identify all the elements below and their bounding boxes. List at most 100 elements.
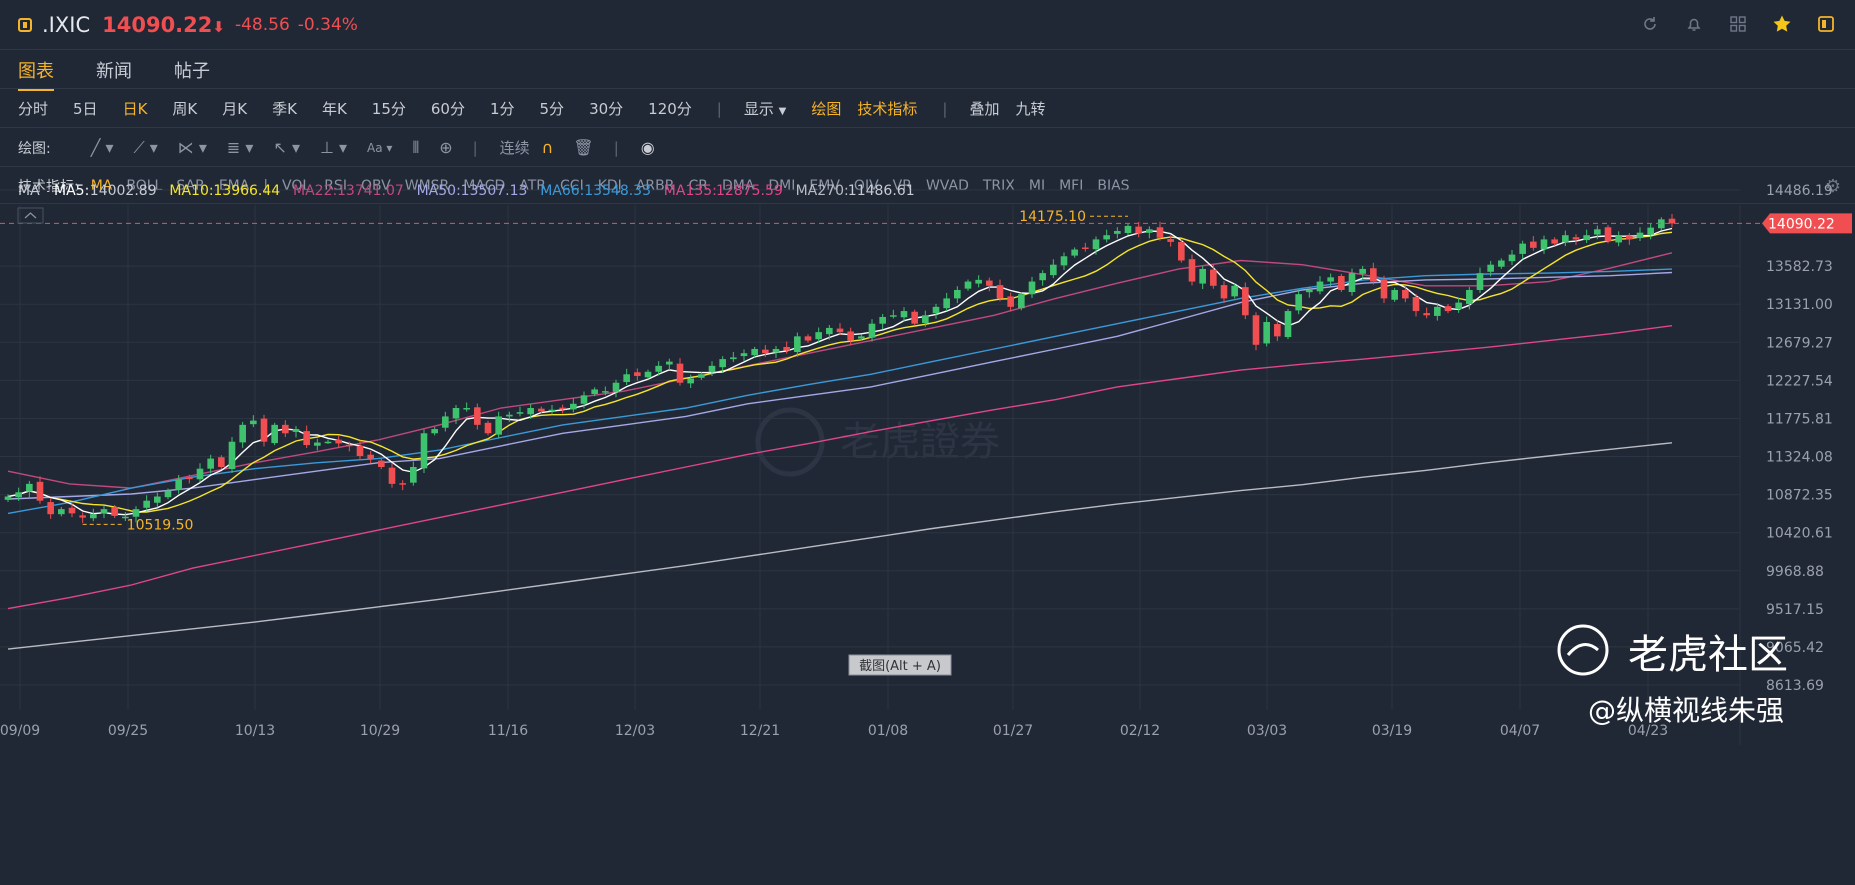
overlay-button[interactable]: 叠加 [969, 100, 1000, 118]
x-tick-label: 03/03 [1247, 723, 1287, 739]
candle [335, 435, 342, 448]
y-tick-label: 11324.08 [1766, 450, 1833, 466]
candle [1274, 320, 1281, 341]
candle [1050, 259, 1057, 279]
sidebar-toggle-icon[interactable] [18, 17, 32, 32]
period-60min[interactable]: 60分 [430, 100, 465, 118]
period-5min[interactable]: 5分 [539, 100, 565, 118]
period-yearly[interactable]: 年K [321, 100, 347, 118]
y-tick-label: 10420.61 [1766, 526, 1833, 542]
candle [826, 324, 833, 340]
zoom-in-icon[interactable]: ⊕ [439, 138, 453, 157]
measure-tool-icon[interactable]: ⊥ ▾ [319, 138, 348, 157]
candle-tool-icon[interactable]: ⫴ [412, 137, 420, 157]
candle [1615, 231, 1622, 247]
text-tool-icon[interactable]: Aa ▾ [367, 140, 393, 155]
period-120min[interactable]: 120分 [648, 100, 692, 118]
candle [719, 356, 726, 373]
indicator-trix[interactable]: TRIX [982, 177, 1015, 194]
screenshot-hint[interactable]: 截图(Alt + A) [848, 654, 952, 676]
y-tick-label: 14486.19 [1766, 183, 1833, 199]
indicator-wvad[interactable]: WVAD [925, 177, 969, 194]
candle [1124, 223, 1132, 236]
candle [740, 349, 748, 361]
ma-legend-name: MA270: [796, 183, 849, 199]
refresh-icon[interactable] [1639, 13, 1661, 35]
trash-icon[interactable]: 🗑 [573, 138, 594, 157]
divider: | [472, 138, 478, 157]
high-marker-label: 14175.10 [1019, 209, 1086, 225]
ma-legend-name: MA22: [293, 183, 337, 199]
star-icon[interactable] [1771, 13, 1793, 35]
arrow-tool-icon[interactable]: ↖ ▾ [273, 138, 300, 157]
continuous-toggle[interactable]: 连续 [499, 139, 530, 157]
indicator-mfi[interactable]: MFI [1059, 177, 1084, 194]
channel-tool-icon[interactable]: ⋉ ▾ [177, 138, 207, 157]
ma-line-ma10 [7, 231, 1673, 513]
period-daily[interactable]: 日K [122, 100, 148, 118]
low-marker-label: 10519.50 [127, 517, 194, 533]
ma-legend-value: 13741.07 [337, 183, 404, 199]
caret-down-icon: ▼ [778, 106, 787, 117]
tab-posts[interactable]: 帖子 [174, 60, 210, 82]
candle [1647, 223, 1654, 240]
fib-tool-icon[interactable]: ≣ ▾ [226, 138, 254, 157]
period-30min[interactable]: 30分 [589, 100, 624, 118]
ma-legend-name: MA5: [54, 183, 89, 199]
tab-news[interactable]: 新闻 [96, 60, 132, 82]
candle [644, 369, 652, 380]
period-5day[interactable]: 5日 [73, 100, 98, 118]
candle [975, 275, 982, 288]
candle [1252, 312, 1260, 351]
candle [548, 405, 556, 415]
eye-icon[interactable]: ◉ [640, 138, 655, 157]
candle [1380, 275, 1388, 304]
y-tick-label: 12679.27 [1766, 335, 1833, 351]
candle [1402, 285, 1409, 303]
candle [527, 404, 534, 419]
settings-gear-icon[interactable]: ⚙ [1824, 176, 1841, 197]
candle [559, 404, 566, 414]
ma-legend-value: 11486.61 [848, 183, 915, 199]
bell-icon[interactable] [1683, 13, 1705, 35]
candle [516, 406, 524, 417]
candle [250, 415, 257, 428]
magnet-icon[interactable]: ∩ [541, 138, 554, 157]
candle [15, 487, 22, 501]
price-change-pct: -0.34% [297, 14, 358, 35]
candle [676, 358, 684, 386]
display-dropdown[interactable]: 显示 ▼ [743, 100, 787, 118]
candle [4, 494, 12, 502]
indicator-bias[interactable]: BIAS [1097, 177, 1130, 194]
candle [484, 420, 492, 436]
period-monthly[interactable]: 月K [222, 100, 248, 118]
divider: | [716, 99, 722, 118]
period-1min[interactable]: 1分 [489, 100, 515, 118]
candlestick-chart[interactable]: 老虎證券 14486.19 13582.73 13131.00 12679.27 122… [0, 183, 1855, 885]
x-tick-label: 04/07 [1500, 723, 1540, 739]
candle [346, 441, 353, 452]
nine-turn-button[interactable]: 九转 [1015, 100, 1046, 118]
candle [1327, 273, 1334, 287]
period-weekly[interactable]: 周K [172, 100, 198, 118]
ma-line-ma135 [7, 325, 1673, 610]
polyline-tool-icon[interactable]: ⟋ ▾ [133, 137, 158, 157]
panel-toggle-icon[interactable] [1815, 13, 1837, 35]
candle [1519, 240, 1526, 260]
collapse-icon[interactable] [17, 207, 44, 224]
draw-toggle[interactable]: 绘图 [811, 100, 842, 118]
period-15min[interactable]: 15分 [371, 100, 406, 118]
x-axis: 09/09 09/25 10/13 10/29 11/16 12/03 12/21 01/08… [0, 723, 1668, 739]
period-timeshare[interactable]: 分时 [18, 100, 49, 118]
indicator-mi[interactable]: MI [1028, 177, 1046, 194]
candle [1434, 303, 1441, 321]
candle [1135, 221, 1142, 238]
candle [1316, 276, 1324, 295]
tab-chart[interactable]: 图表 [18, 49, 54, 91]
content-tabs: 图表 新闻 帖子 [0, 49, 1855, 91]
candle [506, 411, 513, 422]
grid-icon[interactable] [1727, 13, 1749, 35]
line-tool-icon[interactable]: ╱ ▾ [90, 138, 114, 157]
period-quarterly[interactable]: 季K [272, 100, 297, 118]
indicator-toggle[interactable]: 技术指标 [857, 100, 918, 118]
